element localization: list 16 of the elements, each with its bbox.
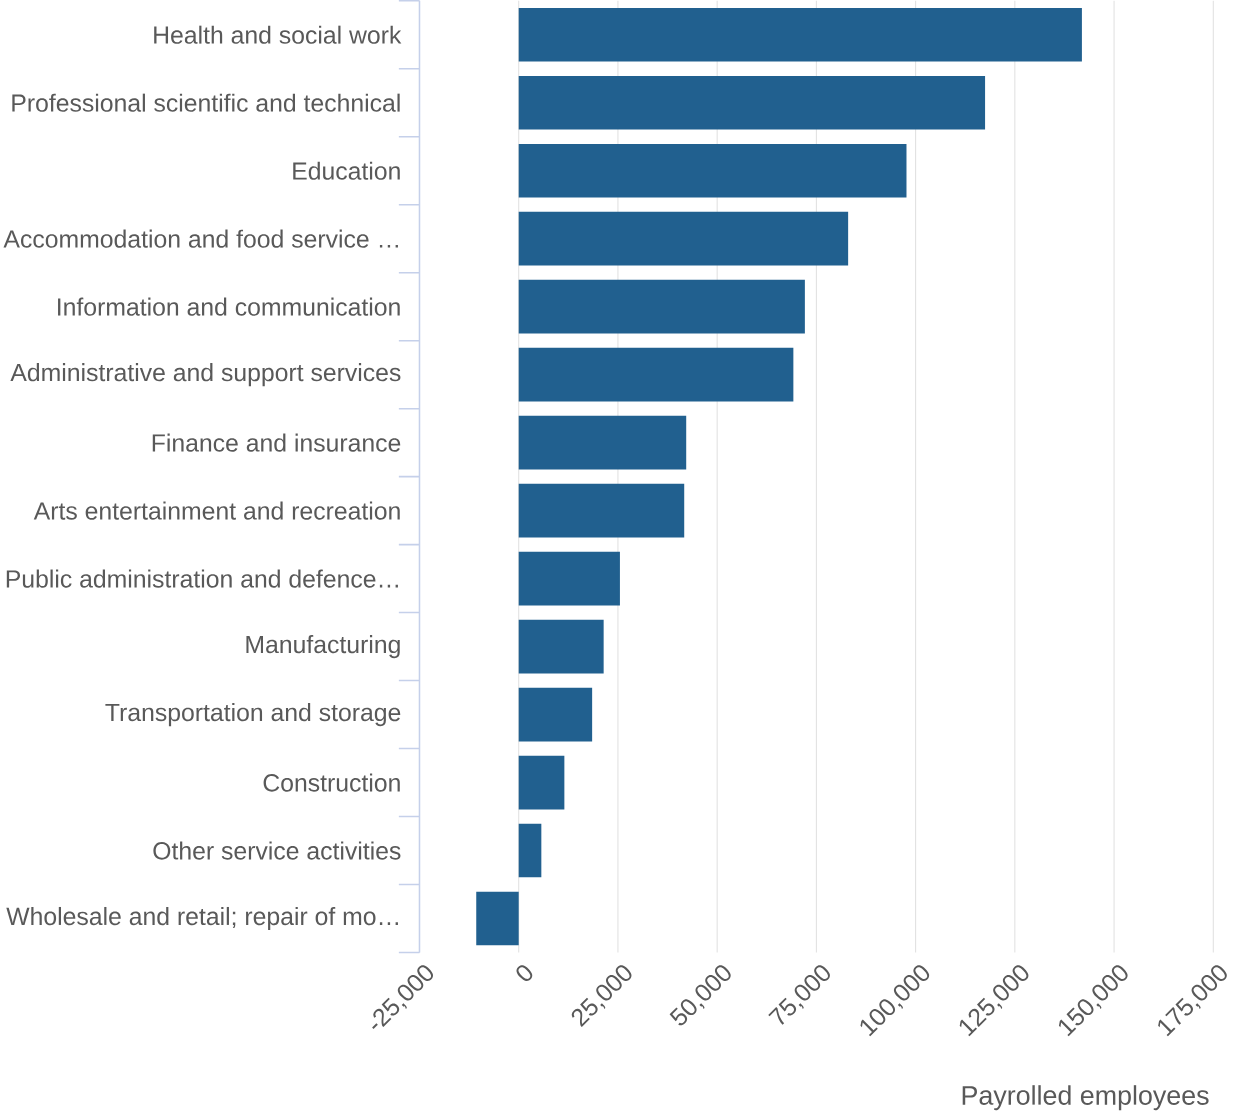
y-tick-label: Accommodation and food service …: [3, 229, 398, 248]
y-tick-label: Professional scientific and technical: [12, 93, 400, 113]
y-tick-label: Administrative and support services: [10, 363, 401, 387]
y-tick-label: Health and social work: [154, 25, 402, 45]
y-tick-label: Arts entertainment and recreation: [33, 501, 400, 520]
x-tick-label: 0: [516, 965, 533, 982]
x-axis-title: Payrolled employees: [962, 1085, 1209, 1111]
y-tick-label: Public administration and defence…: [6, 569, 398, 588]
y-tick-label: Construction: [263, 773, 400, 792]
y-tick-label: Other service activities: [153, 841, 401, 860]
y-tick-label: Transportation and storage: [105, 703, 401, 727]
y-tick-label: Finance and insurance: [152, 433, 401, 452]
y-tick-label: Wholesale and retail; repair of mo…: [6, 907, 398, 931]
y-tick-label: Manufacturing: [246, 635, 400, 659]
y-tick-label: Education: [293, 161, 400, 181]
y-tick-label: Information and communication: [58, 297, 400, 316]
